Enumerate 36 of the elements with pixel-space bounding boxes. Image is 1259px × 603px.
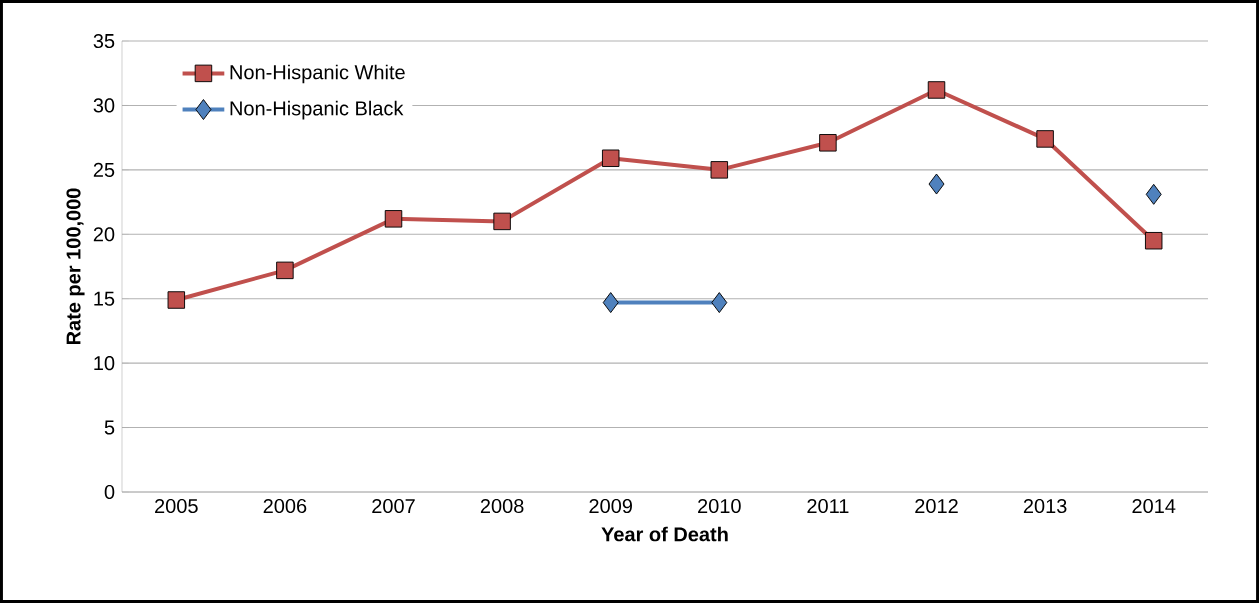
y-tick-label: 5 <box>104 420 115 435</box>
x-tick-label: 2010 <box>698 498 741 514</box>
y-tick-label: 15 <box>94 291 115 306</box>
point <box>1145 183 1162 205</box>
point <box>710 161 729 179</box>
legend-label: Non-Hispanic Black <box>230 100 404 120</box>
x-tick-label: 2009 <box>589 498 632 514</box>
y-tick-label: 0 <box>104 484 115 500</box>
x-tick-label: 2014 <box>1132 498 1176 514</box>
y-tick-label: 20 <box>93 227 115 242</box>
x-tick-label: 2005 <box>155 498 198 514</box>
x-tick-label: 2007 <box>372 498 415 514</box>
x-tick-label: 2012 <box>915 498 958 514</box>
point <box>927 81 946 99</box>
point <box>167 291 186 309</box>
point <box>601 149 620 167</box>
x-axis-title: Year of Death <box>601 526 728 542</box>
y-tick-label: 30 <box>93 98 115 113</box>
point <box>384 210 403 228</box>
y-axis-title: Rate per 100,000 <box>66 188 85 345</box>
y-tick-label: 25 <box>93 162 115 177</box>
point <box>602 292 619 314</box>
x-tick-label: 2011 <box>807 498 849 514</box>
y-tick-label: 35 <box>93 33 115 49</box>
x-tick-label: 2008 <box>480 498 524 514</box>
point <box>711 292 728 314</box>
point <box>819 134 837 152</box>
point <box>276 261 294 280</box>
x-tick-label: 2013 <box>1023 498 1067 514</box>
point <box>1144 231 1163 250</box>
legend-label: Non-Hispanic White <box>230 64 405 84</box>
point <box>928 173 945 195</box>
x-tick-label: 2006 <box>263 498 307 514</box>
point <box>1036 130 1054 148</box>
y-tick-label: 10 <box>94 356 115 371</box>
point <box>493 212 511 231</box>
